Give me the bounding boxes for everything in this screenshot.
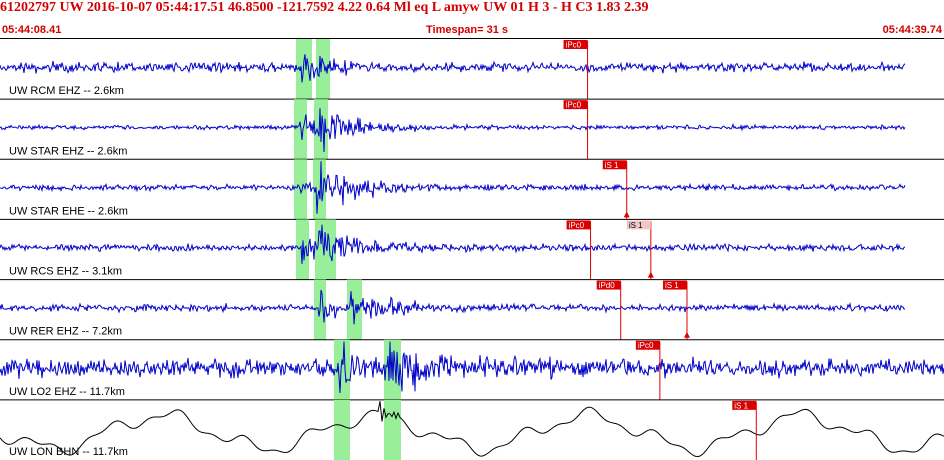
event-header: 61202797 UW 2016-10-07 05:44:17.51 46.85…: [0, 0, 944, 24]
waveform: [0, 161, 906, 214]
pick-label-box[interactable]: [566, 220, 591, 230]
trace-row: iS 1 UW STAR EHE -- 2.6km: [0, 158, 944, 220]
p-window: [334, 339, 350, 400]
start-time: 05:44:08.41: [2, 24, 62, 36]
waveform: [0, 108, 906, 153]
station-label: UW RER EHZ -- 7.2km: [9, 326, 122, 338]
end-time: 05:44:39.74: [882, 24, 942, 36]
pick-label: iPd0: [599, 281, 616, 290]
header-divider: [0, 38, 944, 39]
p-window: [296, 39, 312, 100]
station-label: UW LON BHN -- 11.7km: [9, 446, 128, 458]
trace-row: iPc0 UW STAR EHZ -- 2.6km: [0, 98, 944, 160]
station-label: UW STAR EHZ -- 2.6km: [9, 145, 127, 157]
s-window: [384, 399, 401, 460]
pick-label-box[interactable]: [626, 220, 651, 230]
pick-label-box[interactable]: [635, 340, 660, 350]
p-window: [334, 399, 350, 460]
pick-label-box[interactable]: [602, 160, 627, 170]
trace-row: iPc0 UW RCM EHZ -- 2.6km: [0, 39, 906, 100]
waveform: [0, 401, 944, 458]
pick-arrow-icon: [683, 331, 690, 338]
pick-label-box[interactable]: [596, 280, 621, 290]
pick-label: iS 1: [605, 161, 619, 170]
pick-label-box[interactable]: [563, 100, 588, 110]
s-window: [347, 279, 362, 340]
pick-label: iS 1: [734, 401, 748, 410]
pick-label: iPc0: [566, 41, 582, 50]
s-window: [316, 39, 330, 100]
pick-label: iPc0: [569, 221, 585, 230]
pick-label: iS 1: [665, 281, 679, 290]
waveform: [0, 289, 906, 325]
pick-arrow-icon: [623, 211, 630, 218]
pick-arrow-icon: [647, 271, 654, 278]
trace-row: iPd0 iS 1 UW RER EHZ -- 7.2km: [0, 279, 944, 340]
trace-row: iPc0 iS 1 UW RCS EHZ -- 3.1km: [0, 218, 944, 280]
station-label: UW STAR EHE -- 2.6km: [9, 205, 128, 217]
s-window: [313, 159, 326, 220]
trace-row: iPc0 UW LO2 EHZ -- 11.7km: [0, 339, 944, 400]
waveform: [0, 224, 906, 264]
pick-label: iS 1: [629, 221, 643, 230]
waveform: [0, 341, 944, 394]
pick-label: iPc0: [638, 341, 654, 350]
pick-label-box[interactable]: [732, 400, 757, 410]
pick-label: iPc0: [566, 101, 582, 110]
seismogram-panel: iPc0 UW RCM EHZ -- 2.6km iPc0 UW STAR EHZ -…: [0, 39, 944, 460]
station-label: UW RCS EHZ -- 3.1km: [9, 266, 122, 278]
station-label: UW LO2 EHZ -- 11.7km: [9, 386, 125, 398]
station-label: UW RCM EHZ -- 2.6km: [9, 85, 124, 97]
waveform: [0, 54, 906, 83]
event-title: 61202797 UW 2016-10-07 05:44:17.51 46.85…: [0, 0, 649, 15]
pick-label-box[interactable]: [662, 280, 687, 290]
timespan-label: Timespan= 31 s: [426, 24, 509, 36]
trace-row: iS 1 UW LON BHN -- 11.7km: [0, 399, 944, 460]
pick-label-box[interactable]: [563, 40, 588, 49]
